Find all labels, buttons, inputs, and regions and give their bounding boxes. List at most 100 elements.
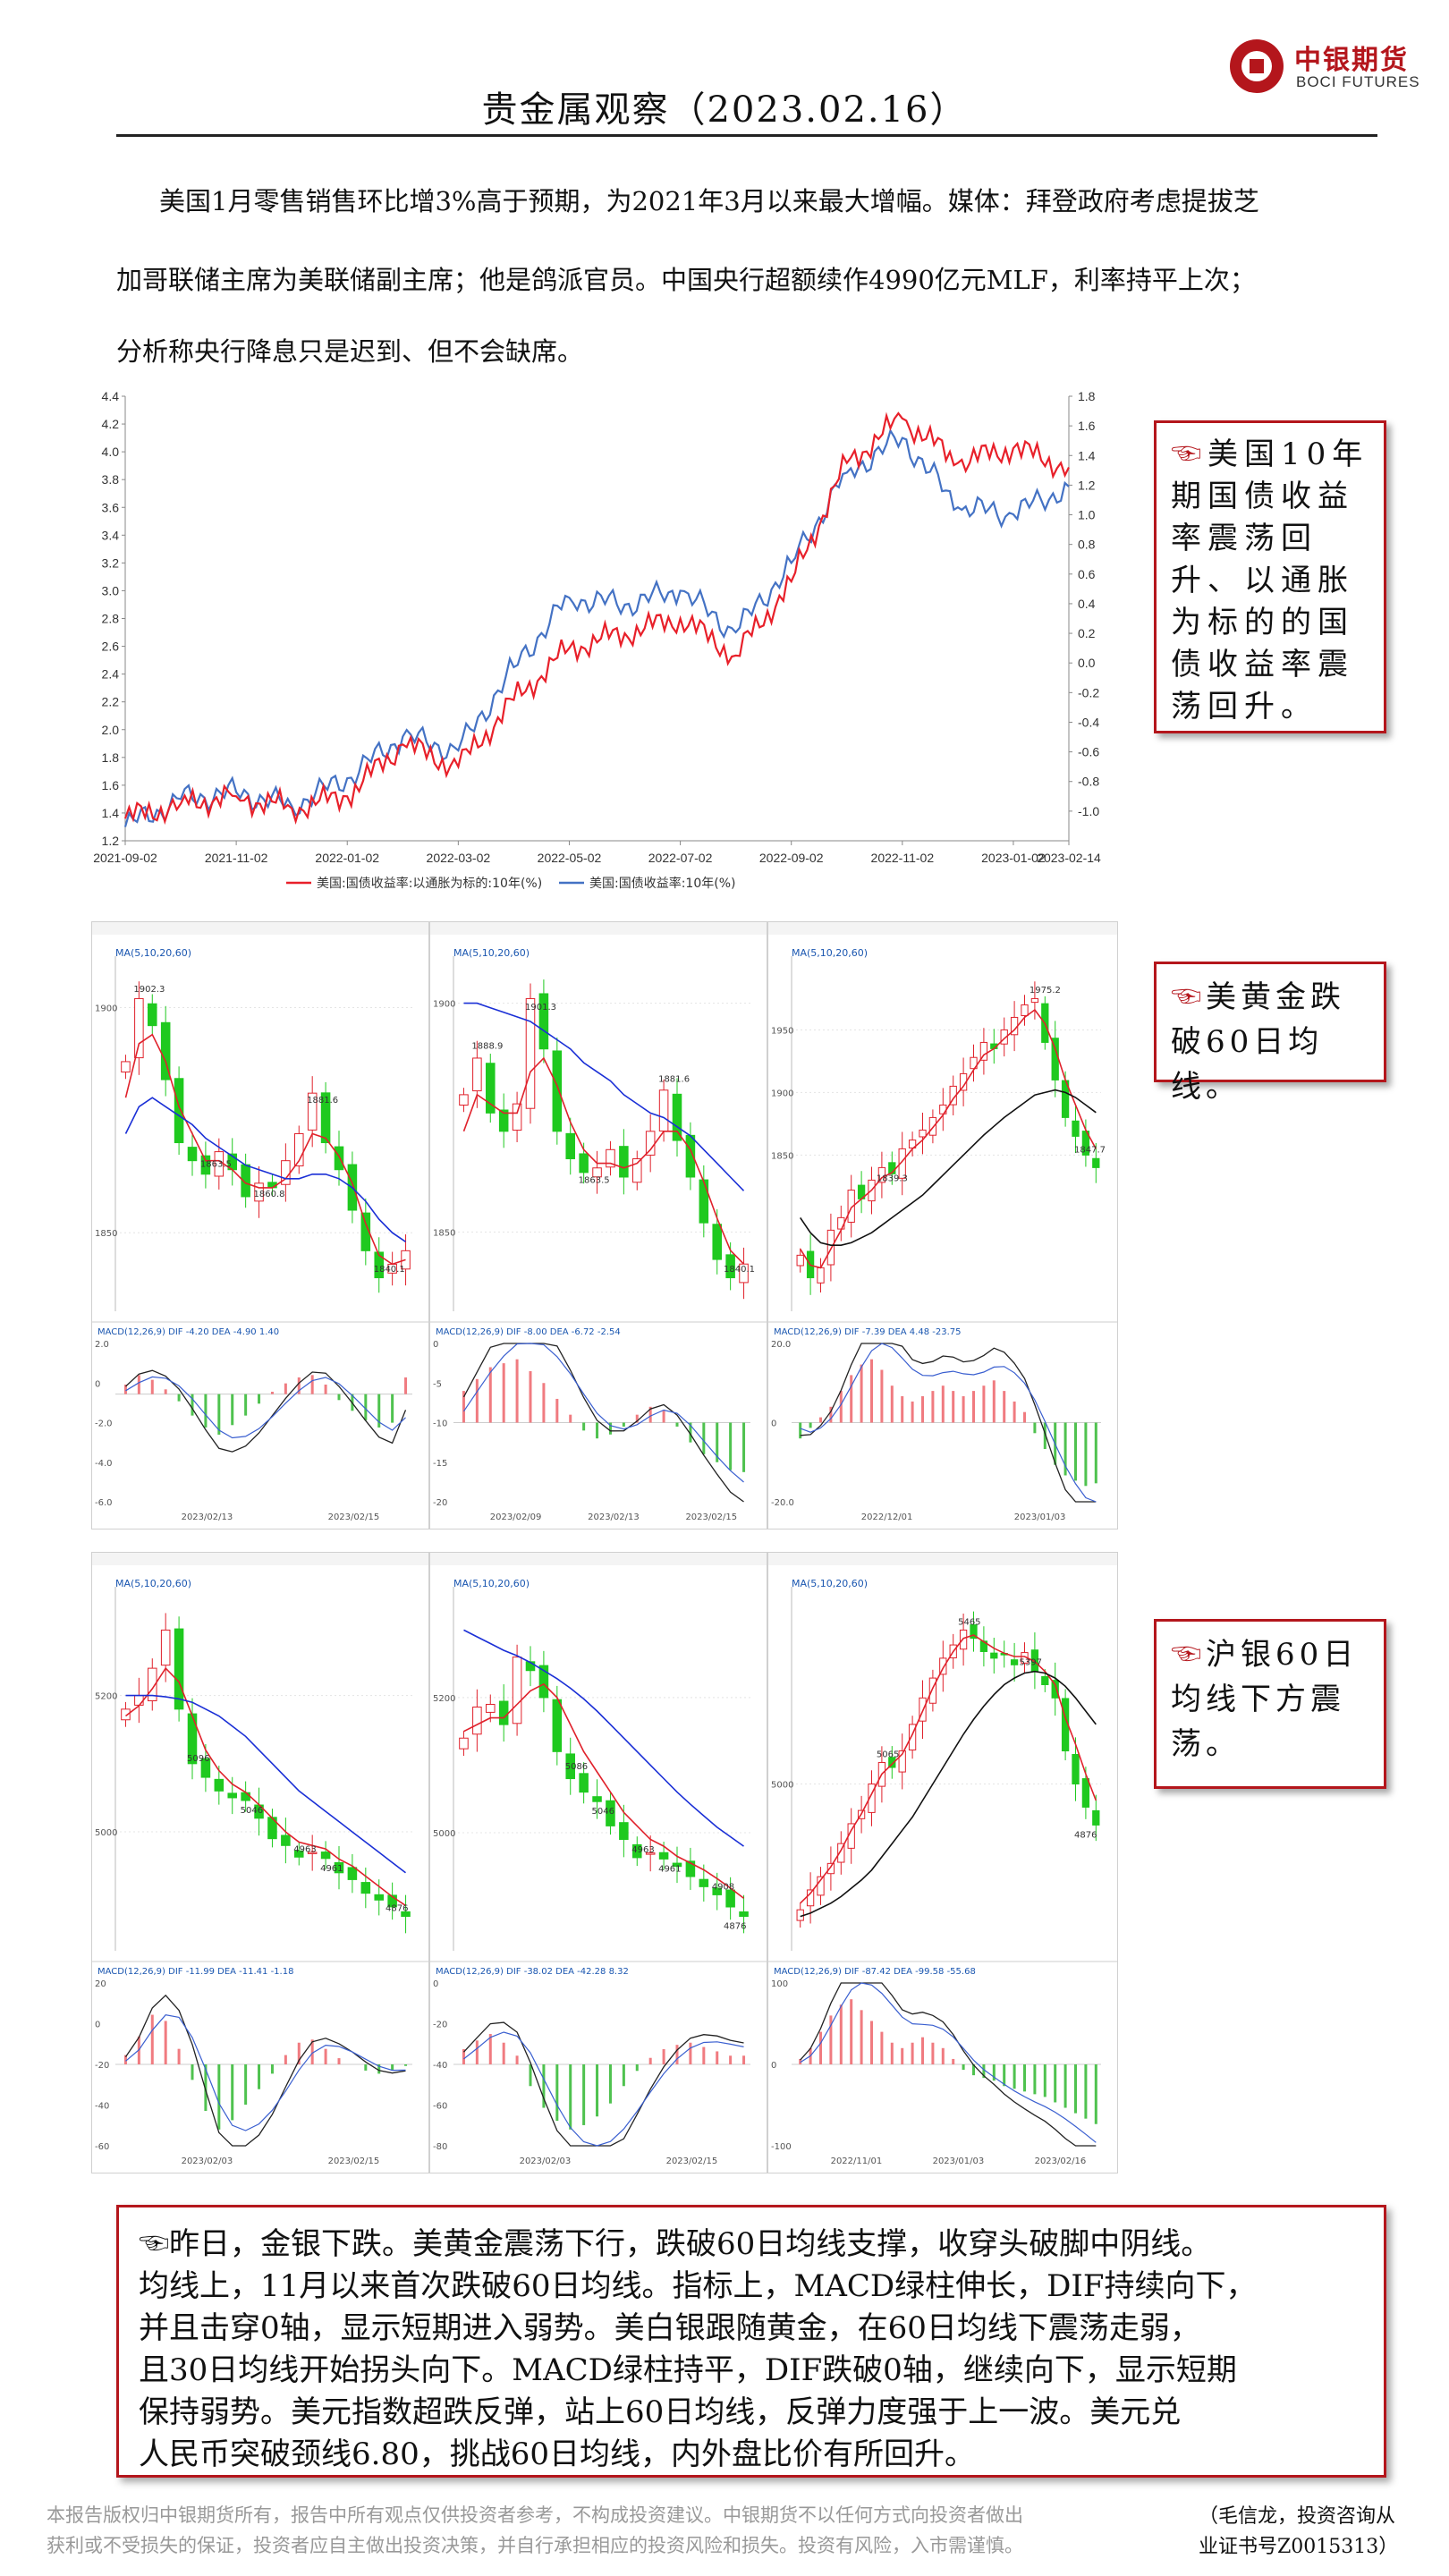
macd-histogram-bar <box>702 1422 706 1454</box>
date-tick-label: 2023/02/16 <box>1035 2157 1087 2166</box>
company-logo: 中银期货 BOCI FUTURES <box>1230 38 1436 97</box>
macd-histogram-bar <box>972 2064 975 2076</box>
macd-histogram-bar <box>931 1391 935 1423</box>
candle-body <box>868 1784 876 1813</box>
candle-body <box>1051 1680 1059 1699</box>
macd-histogram-bar <box>729 2055 733 2064</box>
price-annotation: 4908 <box>712 1882 734 1892</box>
summary-line-1: ☜昨日，金银下跌。美黄金震荡下行，跌破60日均线支撑，收穿头破脚中阴线。 <box>139 2226 1212 2262</box>
summary-line-6: 人民币突破颈线6.80，挑战60日均线，内外盘比价有所回升。 <box>139 2436 975 2472</box>
intro-line-2: 加哥联储主席为美联储副主席；他是鸽派官员。中国央行超额续作4990亿元MLF，利… <box>116 265 1256 295</box>
y-left-tick-label: 4.0 <box>102 445 120 459</box>
candle-body <box>134 1695 144 1706</box>
macd-histogram-bar <box>809 1422 812 1428</box>
silver-chart-1: MA(5,10,20,60) 5200 5000 5096 5046 4963 4961 48… <box>91 1552 429 2174</box>
macd-tick-label: -80 <box>433 2142 447 2152</box>
macd-histogram-bar <box>137 1375 140 1394</box>
yield-comment-box: ☜美国10年期国债收益率震荡回升、以通胀为标的的国债收益率震荡回升。 <box>1154 420 1386 733</box>
macd-tick-label: -2.0 <box>95 1419 113 1429</box>
macd-histogram-bar <box>258 1394 261 1404</box>
series-line-nominal-10y <box>123 428 1070 827</box>
macd-tick-label: -60 <box>95 2142 109 2152</box>
candle-body <box>538 993 549 1050</box>
macd-histogram-bar <box>1003 1391 1006 1423</box>
macd-histogram-bar <box>1043 1422 1046 1449</box>
x-tick-label: 2023-01-02 <box>981 851 1046 865</box>
price-annotation: 1863.5 <box>579 1175 610 1185</box>
candle-body <box>134 997 144 1059</box>
macd-histogram-bar <box>921 2037 924 2064</box>
macd-histogram-bar <box>337 2058 341 2064</box>
macd-histogram-bar <box>689 2042 692 2064</box>
y-right-tick-label: -0.6 <box>1078 745 1099 759</box>
macd-tick-label: -60 <box>433 2102 447 2112</box>
macd-histogram-bar <box>829 2015 833 2064</box>
price-level-label: 1900 <box>433 1000 455 1010</box>
candle-body <box>970 1056 978 1070</box>
macd-histogram-bar <box>244 2064 248 2106</box>
y-left-tick-label: 3.8 <box>102 472 120 487</box>
candle-body <box>174 1628 184 1710</box>
price-annotation: 4961 <box>320 1864 343 1874</box>
candle-body <box>658 1852 669 1860</box>
price-level-label: 5200 <box>433 1694 455 1704</box>
price-annotation: 1881.6 <box>307 1096 338 1106</box>
candle-body <box>552 1050 563 1132</box>
macd-tick-label: -20 <box>433 2021 447 2030</box>
date-tick-label: 2023/01/03 <box>933 2157 985 2166</box>
pointing-hand-icon: ☜ <box>1171 1637 1206 1673</box>
price-annotation: 5046 <box>241 1806 263 1816</box>
y-right-tick-label: 1.4 <box>1078 448 1096 462</box>
macd-dea-line <box>463 2031 744 2147</box>
candle-body <box>512 1657 522 1724</box>
macd-histogram-bar <box>931 2042 935 2064</box>
y-left-tick-label: 2.2 <box>102 695 120 709</box>
candle-body <box>347 1867 358 1880</box>
candle-body <box>725 1889 735 1908</box>
macd-histogram-bar <box>635 2064 639 2072</box>
candle-body <box>307 1852 318 1854</box>
macd-histogram-bar <box>297 1377 301 1394</box>
macd-histogram-bar <box>310 1375 314 1394</box>
macd-histogram-bar <box>870 2021 873 2064</box>
x-tick-label: 2023-02-14 <box>1037 851 1101 865</box>
macd-dif-line <box>800 1982 1097 2147</box>
y-left-tick-label: 2.8 <box>102 612 120 626</box>
macd-histogram-bar <box>1084 1422 1088 1487</box>
macd-histogram-bar <box>404 2064 408 2066</box>
macd-histogram-bar <box>839 2004 843 2064</box>
ma-legend: MA(5,10,20,60) <box>115 1578 191 1589</box>
price-level-label: 5000 <box>433 1829 455 1839</box>
macd-tick-label: 0 <box>771 2061 776 2071</box>
logo-chinese-name: 中银期货 <box>1294 45 1409 76</box>
date-tick-label: 2022/11/01 <box>831 2157 883 2166</box>
macd-histogram-bar <box>297 2042 301 2064</box>
logo-english-name: BOCI FUTURES <box>1296 73 1420 90</box>
macd-histogram-bar <box>582 2064 586 2125</box>
macd-histogram-bar <box>1054 2064 1057 2103</box>
candle-body <box>928 1116 937 1136</box>
macd-tick-label: 2.0 <box>95 1340 109 1350</box>
author-line-1: （毛信龙，投资咨询从 <box>1199 2505 1396 2528</box>
macd-tick-label: 20 <box>95 1979 106 1989</box>
candle-body <box>1000 1029 1008 1045</box>
price-annotation: 5046 <box>592 1807 614 1817</box>
y-right-tick-label: 1.8 <box>1078 389 1096 403</box>
price-level-label: 1850 <box>433 1228 455 1238</box>
candle-body <box>1030 997 1039 1004</box>
macd-histogram-bar <box>1063 1422 1067 1476</box>
candle-body <box>320 1852 331 1860</box>
macd-histogram-bar <box>819 2031 822 2064</box>
chart-header-bar <box>768 922 1117 935</box>
macd-dea-line <box>125 1376 406 1439</box>
candle-body <box>565 1132 575 1160</box>
macd-histogram-bar <box>675 1422 679 1427</box>
candle-body <box>898 1750 906 1773</box>
treasury-yield-chart: 4.4 4.2 4.0 3.8 3.6 3.4 3.2 3.0 2.8 2.6 2.4 2.2 2.0 1… <box>89 380 1123 899</box>
macd-dea-line <box>463 1343 744 1483</box>
macd-legend: MACD(12,26,9) DIF -7.39 DEA 4.48 -23.75 <box>774 1327 961 1337</box>
ma-legend: MA(5,10,20,60) <box>115 947 191 959</box>
candle-body <box>970 1624 978 1640</box>
gold-chart-1: MA(5,10,20,60) 1900 1850 1902.3 1881.6 1863.5… <box>91 921 429 1530</box>
macd-histogram-bar <box>502 1363 505 1423</box>
